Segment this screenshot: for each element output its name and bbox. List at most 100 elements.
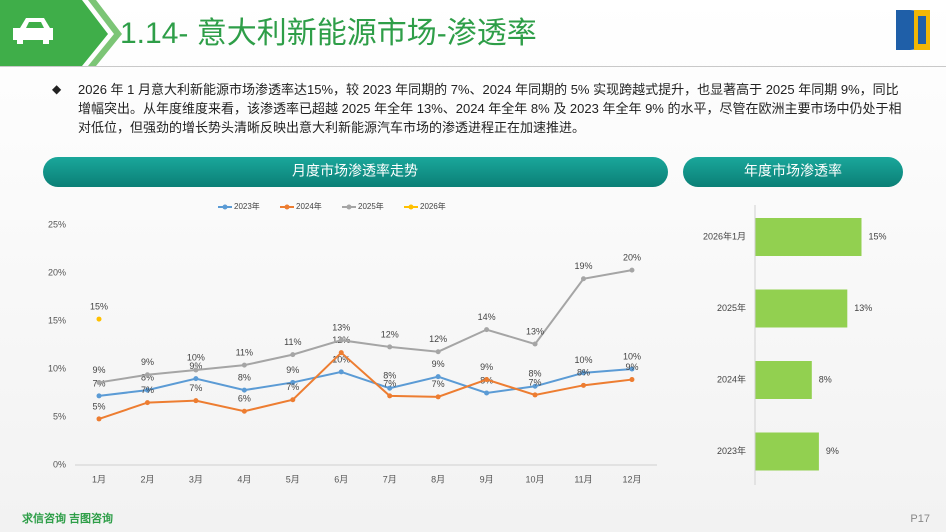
data-label: 9% <box>92 365 105 375</box>
series-line <box>98 269 633 384</box>
data-point <box>96 379 102 385</box>
data-point <box>581 382 586 388</box>
data-point <box>435 374 441 380</box>
data-label: 11% <box>284 337 301 347</box>
data-label: 15% <box>869 231 887 241</box>
data-point <box>484 390 490 396</box>
data-label: 10% <box>187 352 205 362</box>
y-tick-label: 2026年1月 <box>703 230 746 241</box>
legend-label: 2023年 <box>234 201 260 211</box>
data-label: 8% <box>238 372 251 382</box>
data-point <box>581 370 586 376</box>
legend-label: 2026年 <box>420 201 446 211</box>
y-tick-label: 15% <box>48 315 66 325</box>
data-point <box>629 267 635 273</box>
y-tick-label: 2023年 <box>717 445 746 456</box>
data-label: 8% <box>529 369 542 379</box>
legend-dot <box>346 204 352 210</box>
data-label: 15% <box>90 301 108 311</box>
x-tick-label: 5月 <box>286 474 300 484</box>
data-point <box>290 379 296 385</box>
data-label: 8% <box>141 372 154 382</box>
header-rule <box>0 66 946 67</box>
data-point <box>484 377 490 383</box>
data-label: 7% <box>432 379 445 389</box>
data-label: 8% <box>577 368 590 378</box>
panel-title: 月度市场渗透率走势 <box>292 163 418 179</box>
data-label: 10% <box>623 351 641 361</box>
data-label: 11% <box>236 348 253 358</box>
data-point <box>338 369 344 375</box>
data-point <box>387 344 393 350</box>
y-tick-label: 10% <box>48 363 66 373</box>
data-point <box>532 341 538 347</box>
data-point <box>96 316 102 322</box>
data-point <box>629 366 635 372</box>
data-point <box>581 276 586 282</box>
y-tick-label: 5% <box>53 411 66 421</box>
panel-title: 年度市场渗透率 <box>744 163 842 179</box>
x-tick-label: 11月 <box>574 474 592 484</box>
data-point <box>629 377 635 383</box>
data-label: 12% <box>381 329 399 339</box>
data-label: 13% <box>332 323 350 333</box>
series-line <box>98 368 633 397</box>
x-tick-label: 7月 <box>383 474 397 484</box>
data-label: 9% <box>189 361 202 371</box>
data-label: 13% <box>854 303 872 313</box>
data-point <box>435 349 441 355</box>
data-label: 9% <box>625 362 638 372</box>
data-label: 12% <box>429 334 447 344</box>
data-point <box>96 416 102 422</box>
data-label: 20% <box>623 252 641 262</box>
data-label: 5% <box>92 401 105 411</box>
y-tick-label: 25% <box>48 219 66 229</box>
data-label: 8% <box>383 371 396 381</box>
data-label: 9% <box>286 365 299 375</box>
footer-source: 求信咨询 吉图咨询 <box>22 511 113 525</box>
y-tick-label: 2025年 <box>717 302 746 313</box>
series-line <box>98 351 633 420</box>
data-point <box>241 387 247 393</box>
data-label: 8% <box>819 374 832 384</box>
data-label: 6% <box>238 394 251 404</box>
logo <box>896 10 930 50</box>
data-label: 9% <box>826 446 839 456</box>
data-point <box>96 393 102 399</box>
bar <box>755 361 812 399</box>
x-tick-label: 12月 <box>622 474 641 484</box>
page-title: 1.14- 意大利新能源市场-渗透率 <box>120 17 537 50</box>
x-tick-label: 9月 <box>480 474 494 484</box>
y-tick-label: 0% <box>53 459 66 469</box>
car-icon <box>13 18 53 44</box>
legend-dot <box>284 204 290 210</box>
x-tick-label: 3月 <box>189 474 203 484</box>
data-label: 7% <box>189 383 202 393</box>
header-tab <box>0 0 108 66</box>
bar <box>755 432 819 471</box>
x-tick-label: 4月 <box>237 474 251 484</box>
data-point <box>144 387 150 393</box>
legend-label: 2025年 <box>358 201 384 211</box>
bar <box>755 218 862 256</box>
header-chevron <box>88 0 122 66</box>
data-label: 7% <box>141 385 154 395</box>
data-point <box>532 392 538 398</box>
data-point <box>144 400 150 406</box>
summary: 2026 年 1 月意大利新能源市场渗透率达15%，较 2023 年同期的 7%… <box>78 82 902 135</box>
data-point <box>435 394 441 400</box>
x-tick-label: 6月 <box>334 474 348 484</box>
data-label: 9% <box>432 359 445 369</box>
data-point <box>193 398 199 404</box>
legend-dot <box>408 204 414 210</box>
x-tick-label: 10月 <box>526 474 545 484</box>
x-tick-label: 8月 <box>431 474 445 484</box>
data-point <box>338 337 344 343</box>
data-point <box>241 362 247 368</box>
data-point <box>532 383 538 389</box>
data-point <box>193 376 199 382</box>
data-label: 7% <box>286 382 299 392</box>
bullet: ◆ <box>52 82 62 96</box>
data-point <box>484 327 490 333</box>
